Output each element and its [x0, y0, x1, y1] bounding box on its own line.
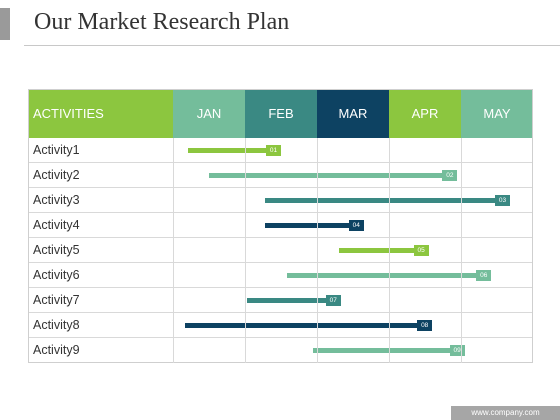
task-number-tag: 01 [266, 145, 281, 156]
activity-label: Activity1 [33, 143, 80, 157]
activity-label: Activity9 [33, 343, 80, 357]
task-number-tag: 05 [413, 245, 429, 256]
gantt-header-row: ACTIVITIES JAN FEB MAR APR MAY [28, 89, 533, 138]
task-bar [188, 148, 281, 153]
month-header-0: JAN [173, 89, 245, 138]
month-header-2: MAR [317, 89, 389, 138]
task-number-tag: 03 [494, 195, 510, 206]
month-header-1: FEB [245, 89, 317, 138]
table-row: Activity6 06 [28, 263, 533, 288]
task-bar [265, 198, 510, 203]
task-number-tag: 04 [348, 220, 364, 231]
task-bar [286, 273, 492, 278]
table-row: Activity4 04 [28, 213, 533, 238]
month-header-3: APR [389, 89, 461, 138]
grid-column-line [389, 138, 390, 363]
table-row: Activity9 09 [28, 338, 533, 363]
task-number-tag: 08 [417, 320, 433, 331]
task-bar [209, 173, 458, 178]
footer-badge: www.company.com [451, 406, 560, 420]
title-accent-bar [0, 8, 10, 40]
table-row: Activity2 02 [28, 163, 533, 188]
table-row: Activity8 08 [28, 313, 533, 338]
month-header-4: MAY [461, 89, 533, 138]
task-bar [247, 298, 341, 303]
grid-column-line [317, 138, 318, 363]
activity-label: Activity6 [33, 268, 80, 282]
task-number-tag: 07 [325, 295, 341, 306]
table-row: Activity5 05 [28, 238, 533, 263]
task-number-tag: 02 [442, 170, 458, 181]
task-bar [185, 323, 433, 328]
title-divider [24, 45, 560, 46]
page-title: Our Market Research Plan [34, 9, 290, 35]
activity-label: Activity7 [33, 293, 80, 307]
activity-label: Activity3 [33, 193, 80, 207]
table-row: Activity1 01 [28, 138, 533, 163]
activities-header: ACTIVITIES [28, 89, 173, 138]
grid-column-line [461, 138, 462, 363]
task-number-tag: 09 [449, 345, 465, 356]
task-bar [265, 223, 364, 228]
activity-label: Activity5 [33, 243, 80, 257]
grid-column-line [173, 138, 174, 363]
gantt-chart: ACTIVITIES JAN FEB MAR APR MAY Activity1 01 Ac… [28, 89, 533, 363]
task-bar [313, 348, 465, 353]
grid-column-line [245, 138, 246, 363]
table-row: Activity7 07 [28, 288, 533, 313]
task-number-tag: 06 [476, 270, 492, 281]
activity-label: Activity2 [33, 168, 80, 182]
table-row: Activity3 03 [28, 188, 533, 213]
task-bar [338, 248, 429, 253]
activity-label: Activity8 [33, 318, 80, 332]
activity-label: Activity4 [33, 218, 80, 232]
footer-url: www.company.com [471, 408, 540, 417]
